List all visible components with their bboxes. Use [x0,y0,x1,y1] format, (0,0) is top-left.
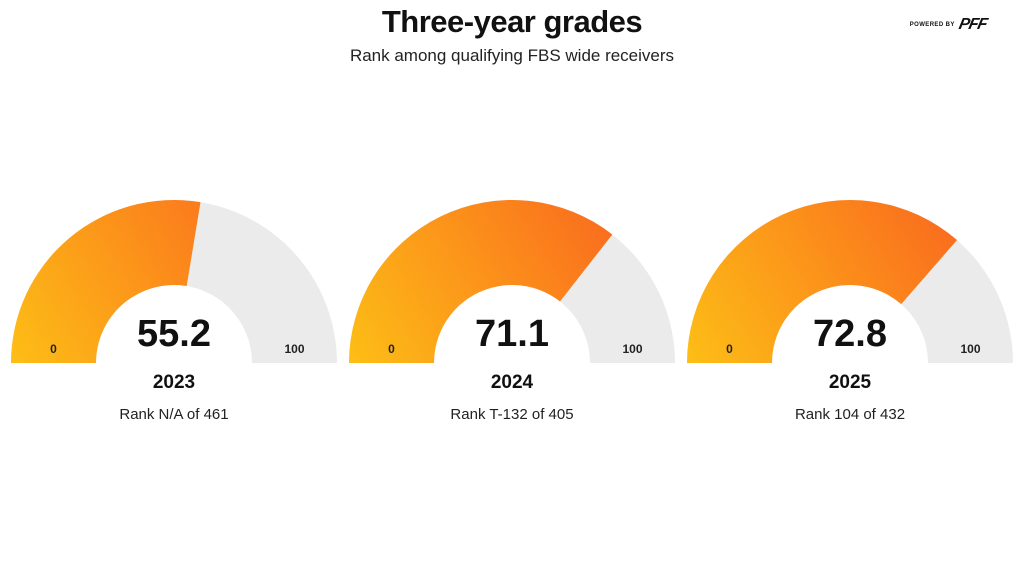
gauge-fill-2023 [11,199,201,363]
gauge-fill-2024 [349,199,613,363]
gauge-value-2025: 72.8 [813,313,887,355]
gauge-year-label: 2024 [490,372,534,393]
gauge-min-label: 0 [50,342,57,356]
gauge-value-2024: 71.1 [475,313,549,355]
gauge-year-label: 2025 [828,372,872,393]
page-title: Three-year grades [381,4,643,39]
gauge-max-label: 100 [622,342,642,356]
page-subtitle: Rank among qualifying FBS wide receivers [349,46,675,65]
gauge-rank-label: Rank 104 of 432 [794,406,906,423]
brand-powered-by: POWERED BY [909,22,955,28]
gauge-year-label: 2023 [152,372,196,393]
gauge-value-2023: 55.2 [137,313,211,355]
gauge-min-label: 0 [726,342,733,356]
gauge-max-label: 100 [960,342,980,356]
gauge-min-label: 0 [388,342,395,356]
gauge-fill-2025 [687,200,958,363]
gauge-rank-label: Rank T-132 of 405 [450,406,574,423]
brand-logo: POWERED BY PFF [909,16,988,34]
gauge-max-label: 100 [284,342,304,356]
gauge-rank-label: Rank N/A of 461 [119,406,229,423]
gauge-chart: 55.2 0 100 71.1 0 100 72.8 0 100 [11,199,1013,363]
